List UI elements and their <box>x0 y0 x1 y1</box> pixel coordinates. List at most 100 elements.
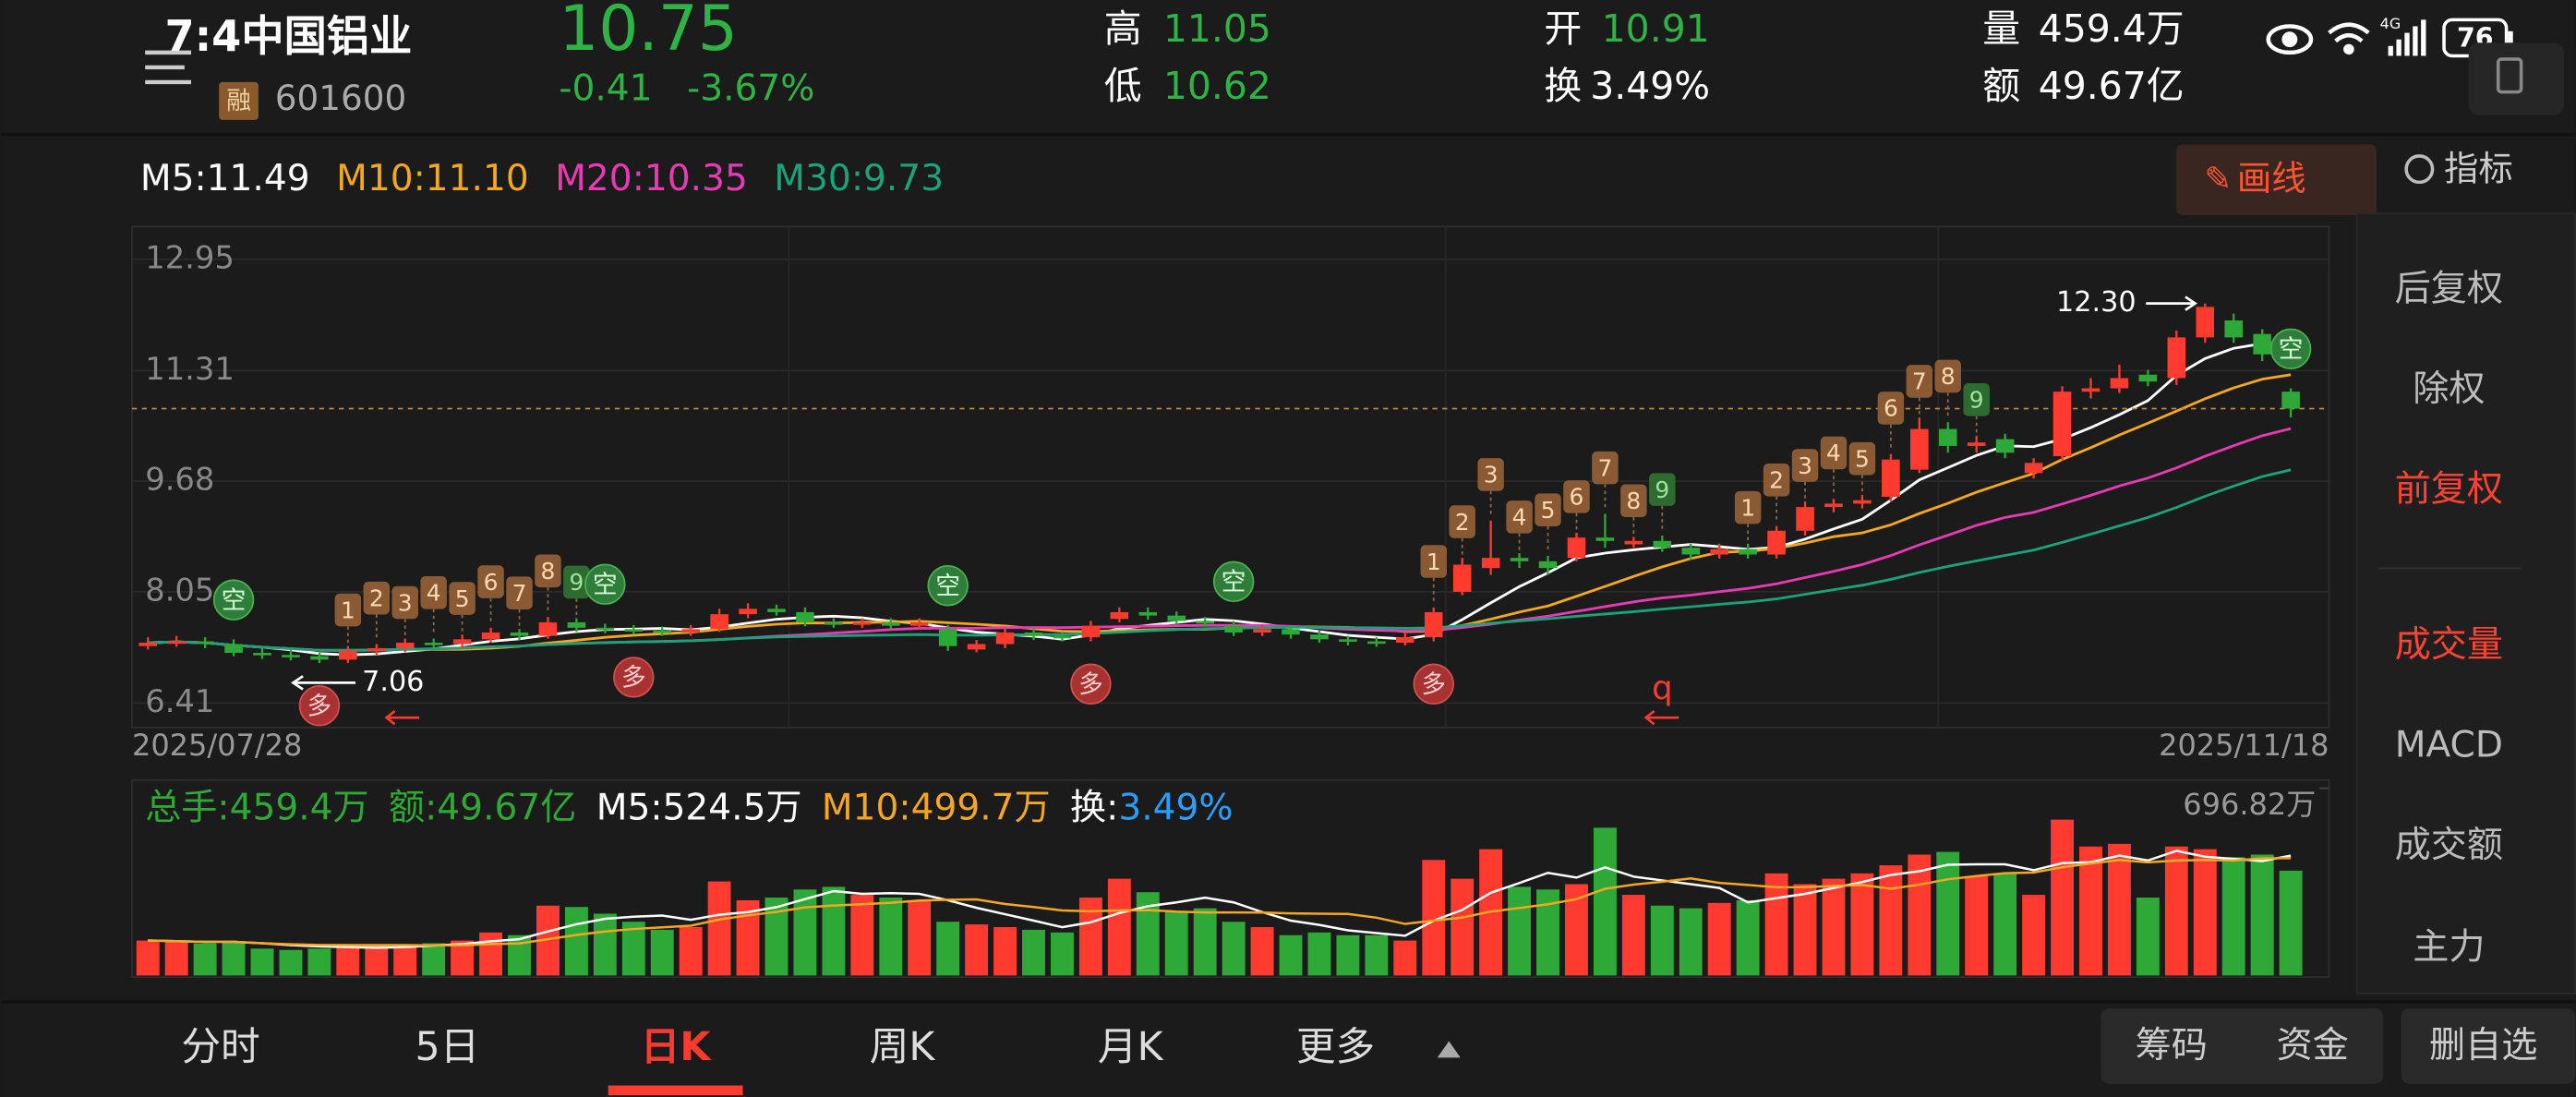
ma-legend: M5:11.49 <box>140 158 310 199</box>
candle-body <box>1910 428 1929 470</box>
badge: 融 <box>226 87 251 115</box>
badge-bg <box>219 81 259 120</box>
volume-bar <box>336 946 360 976</box>
sell-signal-badge <box>212 579 255 621</box>
count-badge <box>563 565 590 599</box>
tab[interactable]: 月K <box>1098 1024 1164 1070</box>
buy-signal: 多 <box>307 693 332 721</box>
count-badge <box>1449 505 1475 538</box>
value: 3.49% <box>1590 64 1710 108</box>
candle-body <box>2253 333 2271 355</box>
side-panel <box>2355 212 2576 995</box>
tab[interactable]: 周K <box>870 1024 936 1070</box>
side-menu-item[interactable]: 前复权 <box>2395 468 2503 510</box>
button[interactable]: 筹码 <box>2136 1025 2208 1067</box>
price: 10.75 <box>559 0 737 65</box>
candle-body <box>1624 540 1643 545</box>
count-badge <box>1620 484 1647 518</box>
red-arrow <box>384 710 420 726</box>
side-menu-item[interactable]: 主力 <box>2413 926 2485 968</box>
count-badge <box>334 593 362 627</box>
volume-bar <box>1336 934 1360 976</box>
y-tick-label: 6.41 <box>145 683 214 719</box>
volume-bar <box>1193 908 1217 976</box>
candle-body <box>2224 320 2243 338</box>
eye-icon <box>2266 24 2314 55</box>
volume-bar <box>707 881 731 976</box>
candle-body <box>2281 392 2300 409</box>
sell-signal-badge <box>927 564 969 607</box>
volume-bar <box>1051 932 1074 976</box>
count-signal: 3 <box>1798 452 1812 479</box>
candle-body <box>596 627 615 631</box>
volume-bar <box>1508 886 1532 976</box>
candle-body <box>567 621 586 628</box>
volume-bar <box>1164 910 1188 976</box>
indicator-title[interactable]: 指标 <box>2444 148 2513 188</box>
y-tick-label: 11.31 <box>145 351 235 387</box>
volume-bar <box>1965 875 1989 976</box>
volume-bar <box>2279 870 2303 976</box>
side-menu-item[interactable]: MACD <box>2395 725 2503 766</box>
count-signal: 6 <box>1884 395 1898 422</box>
volume-bar <box>965 924 989 976</box>
value: 459.4万 <box>2039 6 2185 51</box>
volume-bar <box>1365 934 1389 976</box>
volume-bar <box>1936 851 1960 976</box>
volume-bar <box>1850 873 1874 976</box>
side-menu-item[interactable]: 后复权 <box>2395 268 2503 309</box>
pencil-icon: ✎ <box>2204 161 2232 199</box>
button[interactable]: 删自选 <box>2429 1025 2537 1067</box>
side-menu-item[interactable]: 除权 <box>2413 368 2485 410</box>
y-tick-label: 9.68 <box>145 462 214 498</box>
button[interactable]: 资金 <box>2277 1025 2349 1067</box>
menu-icon[interactable] <box>145 50 191 85</box>
volume-legend: M5:524.5万 <box>596 787 802 828</box>
candle-body <box>1567 537 1586 559</box>
draw-button[interactable] <box>2176 144 2377 215</box>
count-signal: 9 <box>569 569 584 596</box>
side-menu-item[interactable]: 成交量 <box>2395 624 2503 666</box>
tab[interactable]: 分时 <box>181 1024 259 1070</box>
volume-bar <box>479 932 503 976</box>
candle-body <box>367 647 386 651</box>
volume-bar <box>1593 827 1617 976</box>
note: q <box>1652 669 1673 707</box>
count-badge <box>1477 458 1504 491</box>
count-badge <box>1791 449 1819 482</box>
candle-body <box>2196 307 2215 338</box>
candle-body <box>1481 558 1500 569</box>
count-badge <box>449 582 475 615</box>
candle-body <box>1081 625 1101 638</box>
buy-signal: 多 <box>621 664 646 693</box>
candle-body <box>739 609 757 615</box>
volume-bar <box>1250 927 1274 976</box>
side-menu-item[interactable]: 成交额 <box>2395 825 2503 866</box>
landscape-button[interactable] <box>2468 42 2564 115</box>
count-signal: 5 <box>455 585 470 612</box>
volume-bar <box>2221 857 2245 976</box>
volume-legend: 换: <box>1070 787 1118 828</box>
candle-body <box>1882 459 1900 498</box>
volume-bar <box>1822 878 1846 976</box>
candle-body <box>825 621 843 625</box>
volume-frame <box>131 778 2330 979</box>
tab[interactable]: 更多 <box>1296 1024 1375 1070</box>
volume-bar <box>1993 873 2017 976</box>
candle-body <box>538 621 558 636</box>
volume-bar <box>593 913 617 976</box>
volume-tick-label: 696.82万 <box>2183 787 2316 822</box>
count-badge <box>1963 383 1990 416</box>
candle-body <box>1595 537 1615 541</box>
tab[interactable]: 日K <box>641 1024 713 1070</box>
tab[interactable]: 5日 <box>415 1024 480 1070</box>
ma-line <box>148 342 2292 657</box>
volume-bar <box>2079 846 2102 976</box>
value: 11.05 <box>1163 6 1271 51</box>
volume-legend: 额:49.67亿 <box>389 787 576 828</box>
count-signal: 6 <box>1570 484 1584 511</box>
candle-body <box>767 609 786 612</box>
candle-body <box>1967 442 1986 446</box>
price-frame <box>131 225 2330 729</box>
